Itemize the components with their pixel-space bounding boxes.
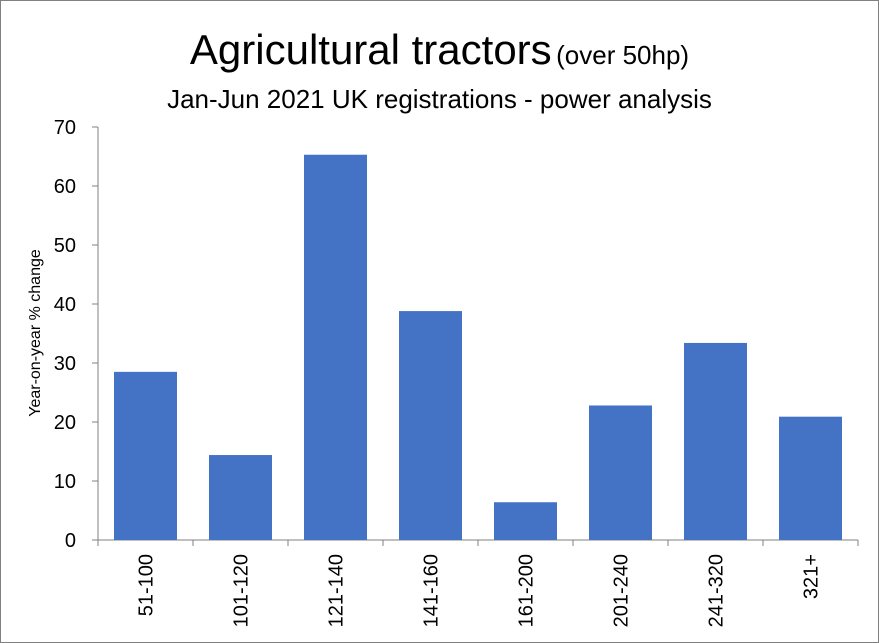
y-tick-label: 40 [54,294,76,316]
y-tick-label: 0 [65,530,76,552]
chart-title-suffix: (over 50hp) [556,40,690,70]
y-axis-label: Year-on-year % change [27,249,44,417]
y-tick-label: 70 [54,117,76,139]
bar-51-100 [114,371,177,540]
x-tick-label: 141-160 [421,554,443,627]
bar-161-200 [494,502,557,540]
y-axis: 0 10 20 30 40 50 60 70 [54,117,99,552]
y-tick-label: 50 [54,235,76,257]
bar-121-140 [304,154,367,541]
bar-101-120 [209,455,272,540]
x-tick-label: 121-140 [326,554,348,627]
x-tick-label: 161-200 [516,554,538,627]
y-tick-label: 20 [54,412,76,434]
x-tick-label: 51-100 [136,554,158,616]
bar-141-160 [399,311,462,540]
y-tick-label: 30 [54,353,76,375]
bar-321+ [779,416,842,540]
x-tick-label: 101-120 [231,554,253,627]
y-tick-label: 10 [54,471,76,493]
x-tick-label: 241-320 [706,554,728,627]
x-axis: 51-100 101-120 121-140 141-160 161-200 201-24… [97,539,859,627]
chart-title: Agricultural tractors (over 50hp) [0,26,879,74]
bar-201-240 [589,405,652,540]
chart-title-main: Agricultural tractors [189,26,552,73]
y-tick-label: 60 [54,176,76,198]
x-tick-label: 321+ [801,554,823,599]
x-tick-label: 201-240 [611,554,633,627]
bar-241-320 [684,342,747,540]
bars [114,154,842,541]
chart-subtitle: Jan-Jun 2021 UK registrations - power an… [167,84,712,114]
